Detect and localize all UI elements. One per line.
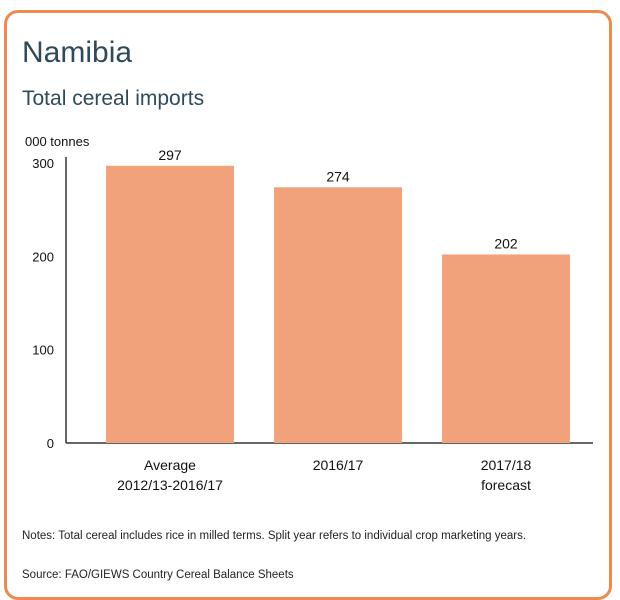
chart-title: Namibia [22, 36, 133, 69]
data-label: 274 [326, 168, 350, 184]
category-label: 2017/18 [481, 457, 532, 473]
bar [442, 254, 570, 443]
chart-notes: Notes: Total cereal includes rice in mil… [22, 530, 527, 542]
bars-group: 297 274 202 [106, 147, 570, 444]
y-tick-label: 200 [32, 249, 54, 264]
bar [106, 165, 234, 444]
chart-source: Source: FAO/GIEWS Country Cereal Balance… [22, 569, 294, 581]
y-axis-unit-label: 000 tonnes [25, 134, 90, 149]
category-label: Average [144, 457, 196, 473]
category-label: forecast [481, 477, 531, 493]
y-axis: 0 100 200 300 [32, 156, 67, 451]
data-label: 202 [494, 235, 518, 251]
bar [274, 187, 402, 443]
chart-subtitle: Total cereal imports [22, 87, 205, 110]
category-label: 2016/17 [313, 457, 364, 473]
y-tick-label: 0 [47, 436, 54, 451]
x-axis: Average 2012/13-2016/17 2016/17 2017/18 fore… [66, 442, 593, 493]
y-tick-label: 300 [32, 156, 54, 171]
y-tick-label: 100 [32, 343, 54, 358]
category-label: 2012/13-2016/17 [117, 477, 223, 493]
data-label: 297 [158, 147, 182, 163]
